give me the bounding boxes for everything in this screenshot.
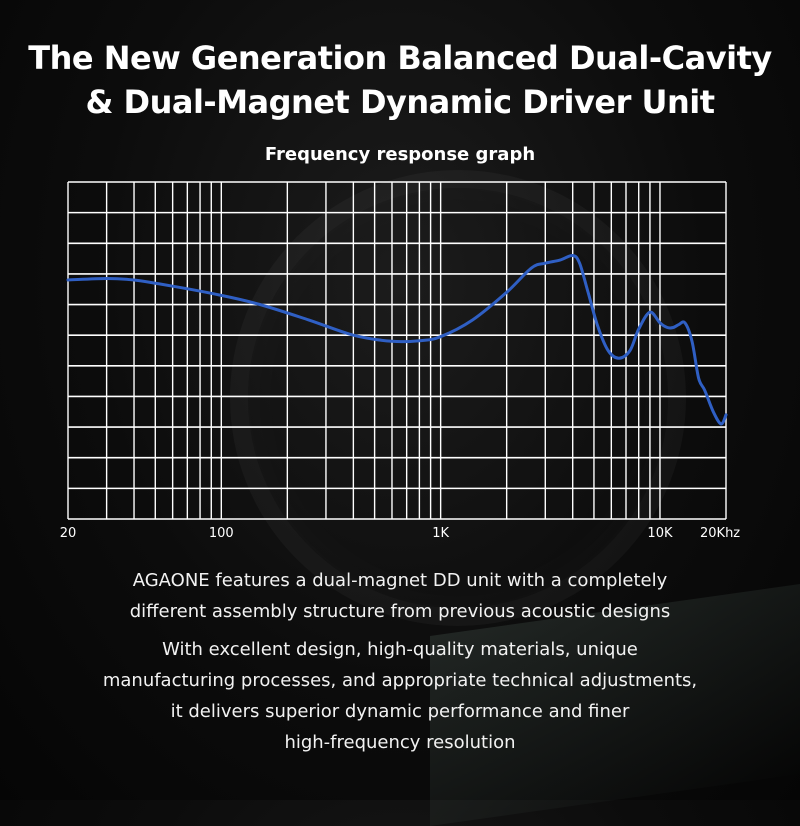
description-intro: AGAONE features a dual-magnet DD unit wi… (0, 565, 800, 627)
description-intro-line-2: different assembly structure from previo… (129, 601, 671, 622)
x-tick-label-20: 20 (60, 526, 77, 541)
vertical-grid (67, 182, 727, 519)
description-intro-line-1: AGAONE features a dual-magnet DD unit wi… (132, 570, 668, 591)
page-title: The New Generation Balanced Dual-Cavity … (0, 36, 800, 124)
horizontal-grid (68, 181, 726, 520)
description-details-line-4: high-frequency resolution (284, 732, 516, 753)
page-title-line-1: The New Generation Balanced Dual-Cavity (28, 39, 772, 77)
x-tick-labels: 20 100 1K 10K 20Khz (60, 526, 741, 541)
description-details-line-2: manufacturing processes, and appropriate… (102, 670, 698, 691)
chart-title: Frequency response graph (264, 144, 536, 165)
x-tick-label-10000: 10K (647, 526, 673, 541)
series-group (66, 253, 728, 426)
description-details-line-3: it delivers superior dynamic performance… (170, 701, 630, 722)
x-tick-label-100: 100 (209, 526, 234, 541)
page-title-line-2: & Dual-Magnet Dynamic Driver Unit (85, 83, 715, 121)
description-details-line-1: With excellent design, high-quality mate… (162, 639, 638, 660)
series-line-0 (66, 253, 728, 426)
description-details: With excellent design, high-quality mate… (0, 634, 800, 758)
x-tick-label-20000: 20Khz (700, 526, 740, 541)
x-tick-label-1000: 1K (432, 526, 449, 541)
frequency-response-chart: 20 100 1K 10K 20Khz (60, 181, 741, 541)
